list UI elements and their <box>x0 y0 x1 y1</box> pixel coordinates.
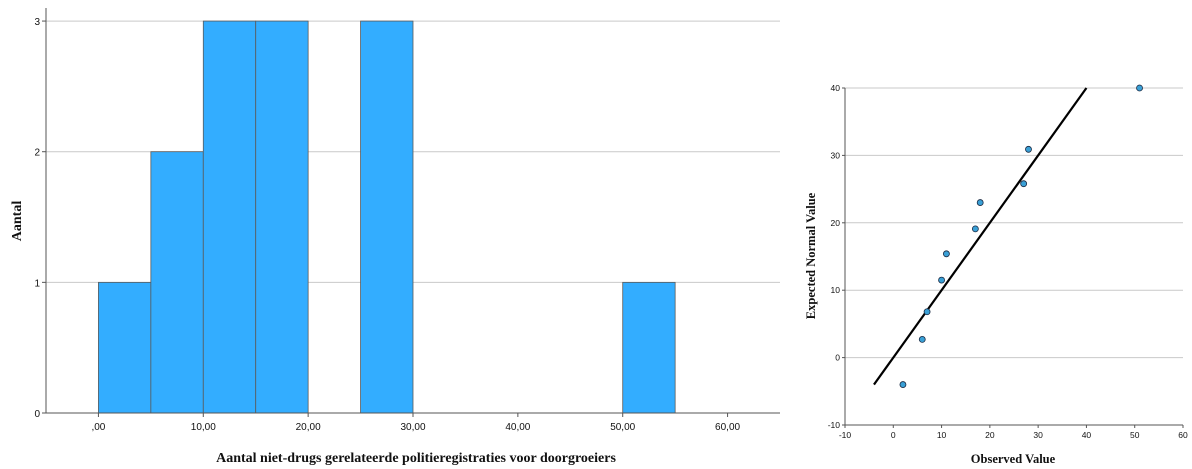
qq-plot-chart: -10 0 10 20 30 40 -10 0 10 20 30 40 50 60 Observed V… <box>804 83 1188 466</box>
x-tick-label: 20 <box>985 430 995 440</box>
qq-point <box>1136 84 1143 92</box>
y-tick-label: -10 <box>828 420 841 430</box>
x-tick-label: 40,00 <box>505 422 530 433</box>
x-tick-label: 40 <box>1082 430 1092 440</box>
histogram-bar <box>255 20 309 414</box>
y-tick-label: 0 <box>34 409 40 420</box>
histogram-bar <box>202 20 257 414</box>
histogram-x-ticks: ,00 10,00 20,00 30,00 40,00 50,00 60,00 <box>91 413 741 433</box>
histogram-bar <box>360 20 414 414</box>
qq-point <box>942 250 950 258</box>
x-tick-label: -10 <box>839 430 852 440</box>
y-tick-label: 40 <box>831 83 841 93</box>
qq-point <box>938 276 945 284</box>
x-tick-label: 60,00 <box>715 422 740 433</box>
x-tick-label: 30,00 <box>400 422 425 433</box>
x-tick-label: 20,00 <box>296 422 321 433</box>
qq-gridlines <box>845 87 1183 359</box>
x-tick-label: 0 <box>891 430 896 440</box>
x-tick-label: 10,00 <box>191 422 216 433</box>
y-tick-label: 20 <box>831 218 841 228</box>
histogram-chart: 0 1 2 3 ,00 10,00 20,00 30,00 40,00 50,00 60,00 A… <box>10 8 780 466</box>
y-tick-label: 30 <box>831 150 841 160</box>
qq-point <box>976 199 984 206</box>
histogram-bars <box>98 20 676 414</box>
y-tick-label: 2 <box>34 148 40 159</box>
x-tick-label: 50 <box>1130 430 1140 440</box>
x-tick-label: 50,00 <box>610 422 635 433</box>
histogram-y-axis-label: Aantal <box>10 201 25 242</box>
y-tick-label: 1 <box>34 278 40 289</box>
qq-points <box>899 84 1143 388</box>
qq-point <box>918 336 926 343</box>
qq-point <box>899 381 907 388</box>
qq-x-ticks: -10 0 10 20 30 40 50 60 <box>839 425 1188 440</box>
qq-reference-line <box>873 87 1088 386</box>
x-tick-label: 60 <box>1178 430 1188 440</box>
qq-y-axis-label: Expected Normal Value <box>804 192 818 319</box>
qq-point <box>923 308 931 316</box>
x-tick-label: 30 <box>1033 430 1043 440</box>
x-tick-label: ,00 <box>91 422 105 433</box>
qq-y-ticks: -10 0 10 20 30 40 <box>828 83 845 430</box>
qq-x-axis-label: Observed Value <box>971 452 1056 466</box>
qq-point <box>971 225 979 233</box>
histogram-bar <box>150 151 204 414</box>
histogram-x-axis-label: Aantal niet-drugs gerelateerde politiere… <box>216 451 616 466</box>
y-tick-label: 3 <box>34 17 40 28</box>
qq-point <box>1020 180 1028 188</box>
y-tick-label: 0 <box>835 353 840 363</box>
histogram-bar <box>622 281 676 414</box>
y-tick-label: 10 <box>831 285 841 295</box>
histogram-bar <box>98 281 152 414</box>
x-tick-label: 10 <box>937 430 947 440</box>
histogram-y-ticks: 0 1 2 3 <box>34 17 46 420</box>
qq-point <box>1025 145 1032 153</box>
